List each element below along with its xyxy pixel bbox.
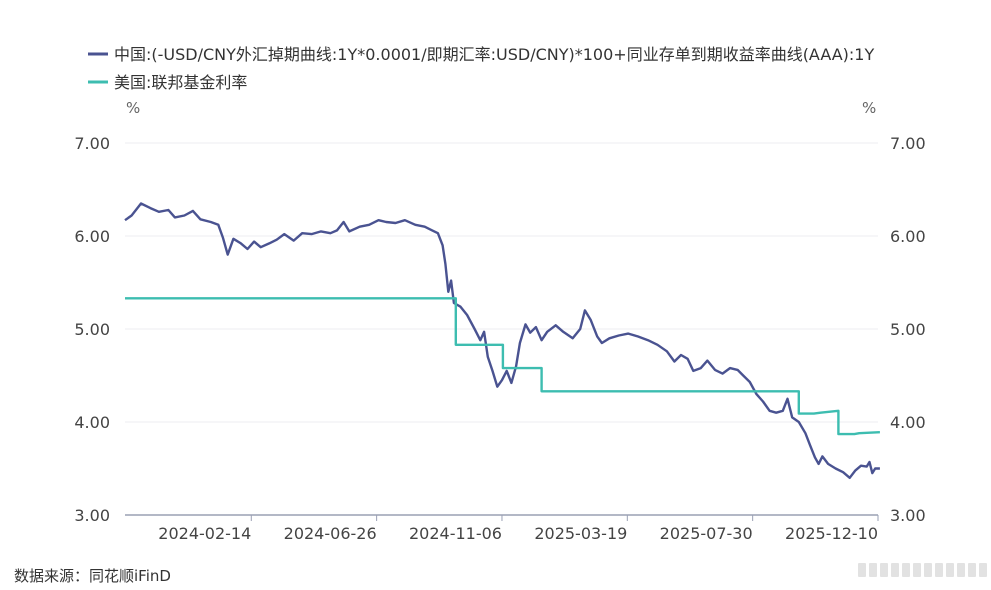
- series-line-china: [124, 202, 880, 479]
- y-tick-left-label: 3.00: [74, 506, 110, 525]
- y-tick-right-label: 3.00: [890, 506, 926, 525]
- right-axis-unit: %: [862, 99, 876, 117]
- y-tick-right-label: 5.00: [890, 320, 926, 339]
- x-tick-label: 2025-07-30: [660, 524, 753, 543]
- y-tick-left-label: 6.00: [74, 227, 110, 246]
- y-axis-left: 3.00 4.00 5.00 6.00 7.00: [74, 134, 110, 525]
- series-line-us: [125, 297, 880, 436]
- x-axis: 2024-02-14 2024-06-26 2024-11-06 2025-03-19…: [158, 515, 879, 543]
- legend-label-china: 中国:(-USD/CNY外汇掉期曲线:1Y*0.0001/即期汇率:USD/CN…: [114, 45, 874, 64]
- y-tick-right-label: 7.00: [890, 134, 926, 153]
- x-tick-label: 2024-06-26: [284, 524, 377, 543]
- y-tick-right-label: 6.00: [890, 227, 926, 246]
- x-tick-label: 2024-02-14: [158, 524, 251, 543]
- legend: 中国:(-USD/CNY外汇掉期曲线:1Y*0.0001/即期汇率:USD/CN…: [88, 45, 874, 92]
- left-axis-unit: %: [126, 99, 140, 117]
- y-tick-left-label: 7.00: [74, 134, 110, 153]
- y-tick-right-label: 4.00: [890, 413, 926, 432]
- grid-lines: [125, 142, 878, 423]
- legend-label-us: 美国:联邦基金利率: [114, 73, 247, 92]
- x-tick-label: 2024-11-06: [409, 524, 502, 543]
- series-layer: [124, 202, 880, 479]
- y-tick-left-label: 5.00: [74, 320, 110, 339]
- x-tick-label: 2025-03-19: [534, 524, 627, 543]
- data-source: 数据来源：同花顺iFinD: [14, 567, 171, 585]
- y-tick-left-label: 4.00: [74, 413, 110, 432]
- watermark-logo: [858, 563, 987, 577]
- y-axis-right: 3.00 4.00 5.00 6.00 7.00: [890, 134, 926, 525]
- x-tick-label: 2025-12-10: [785, 524, 878, 543]
